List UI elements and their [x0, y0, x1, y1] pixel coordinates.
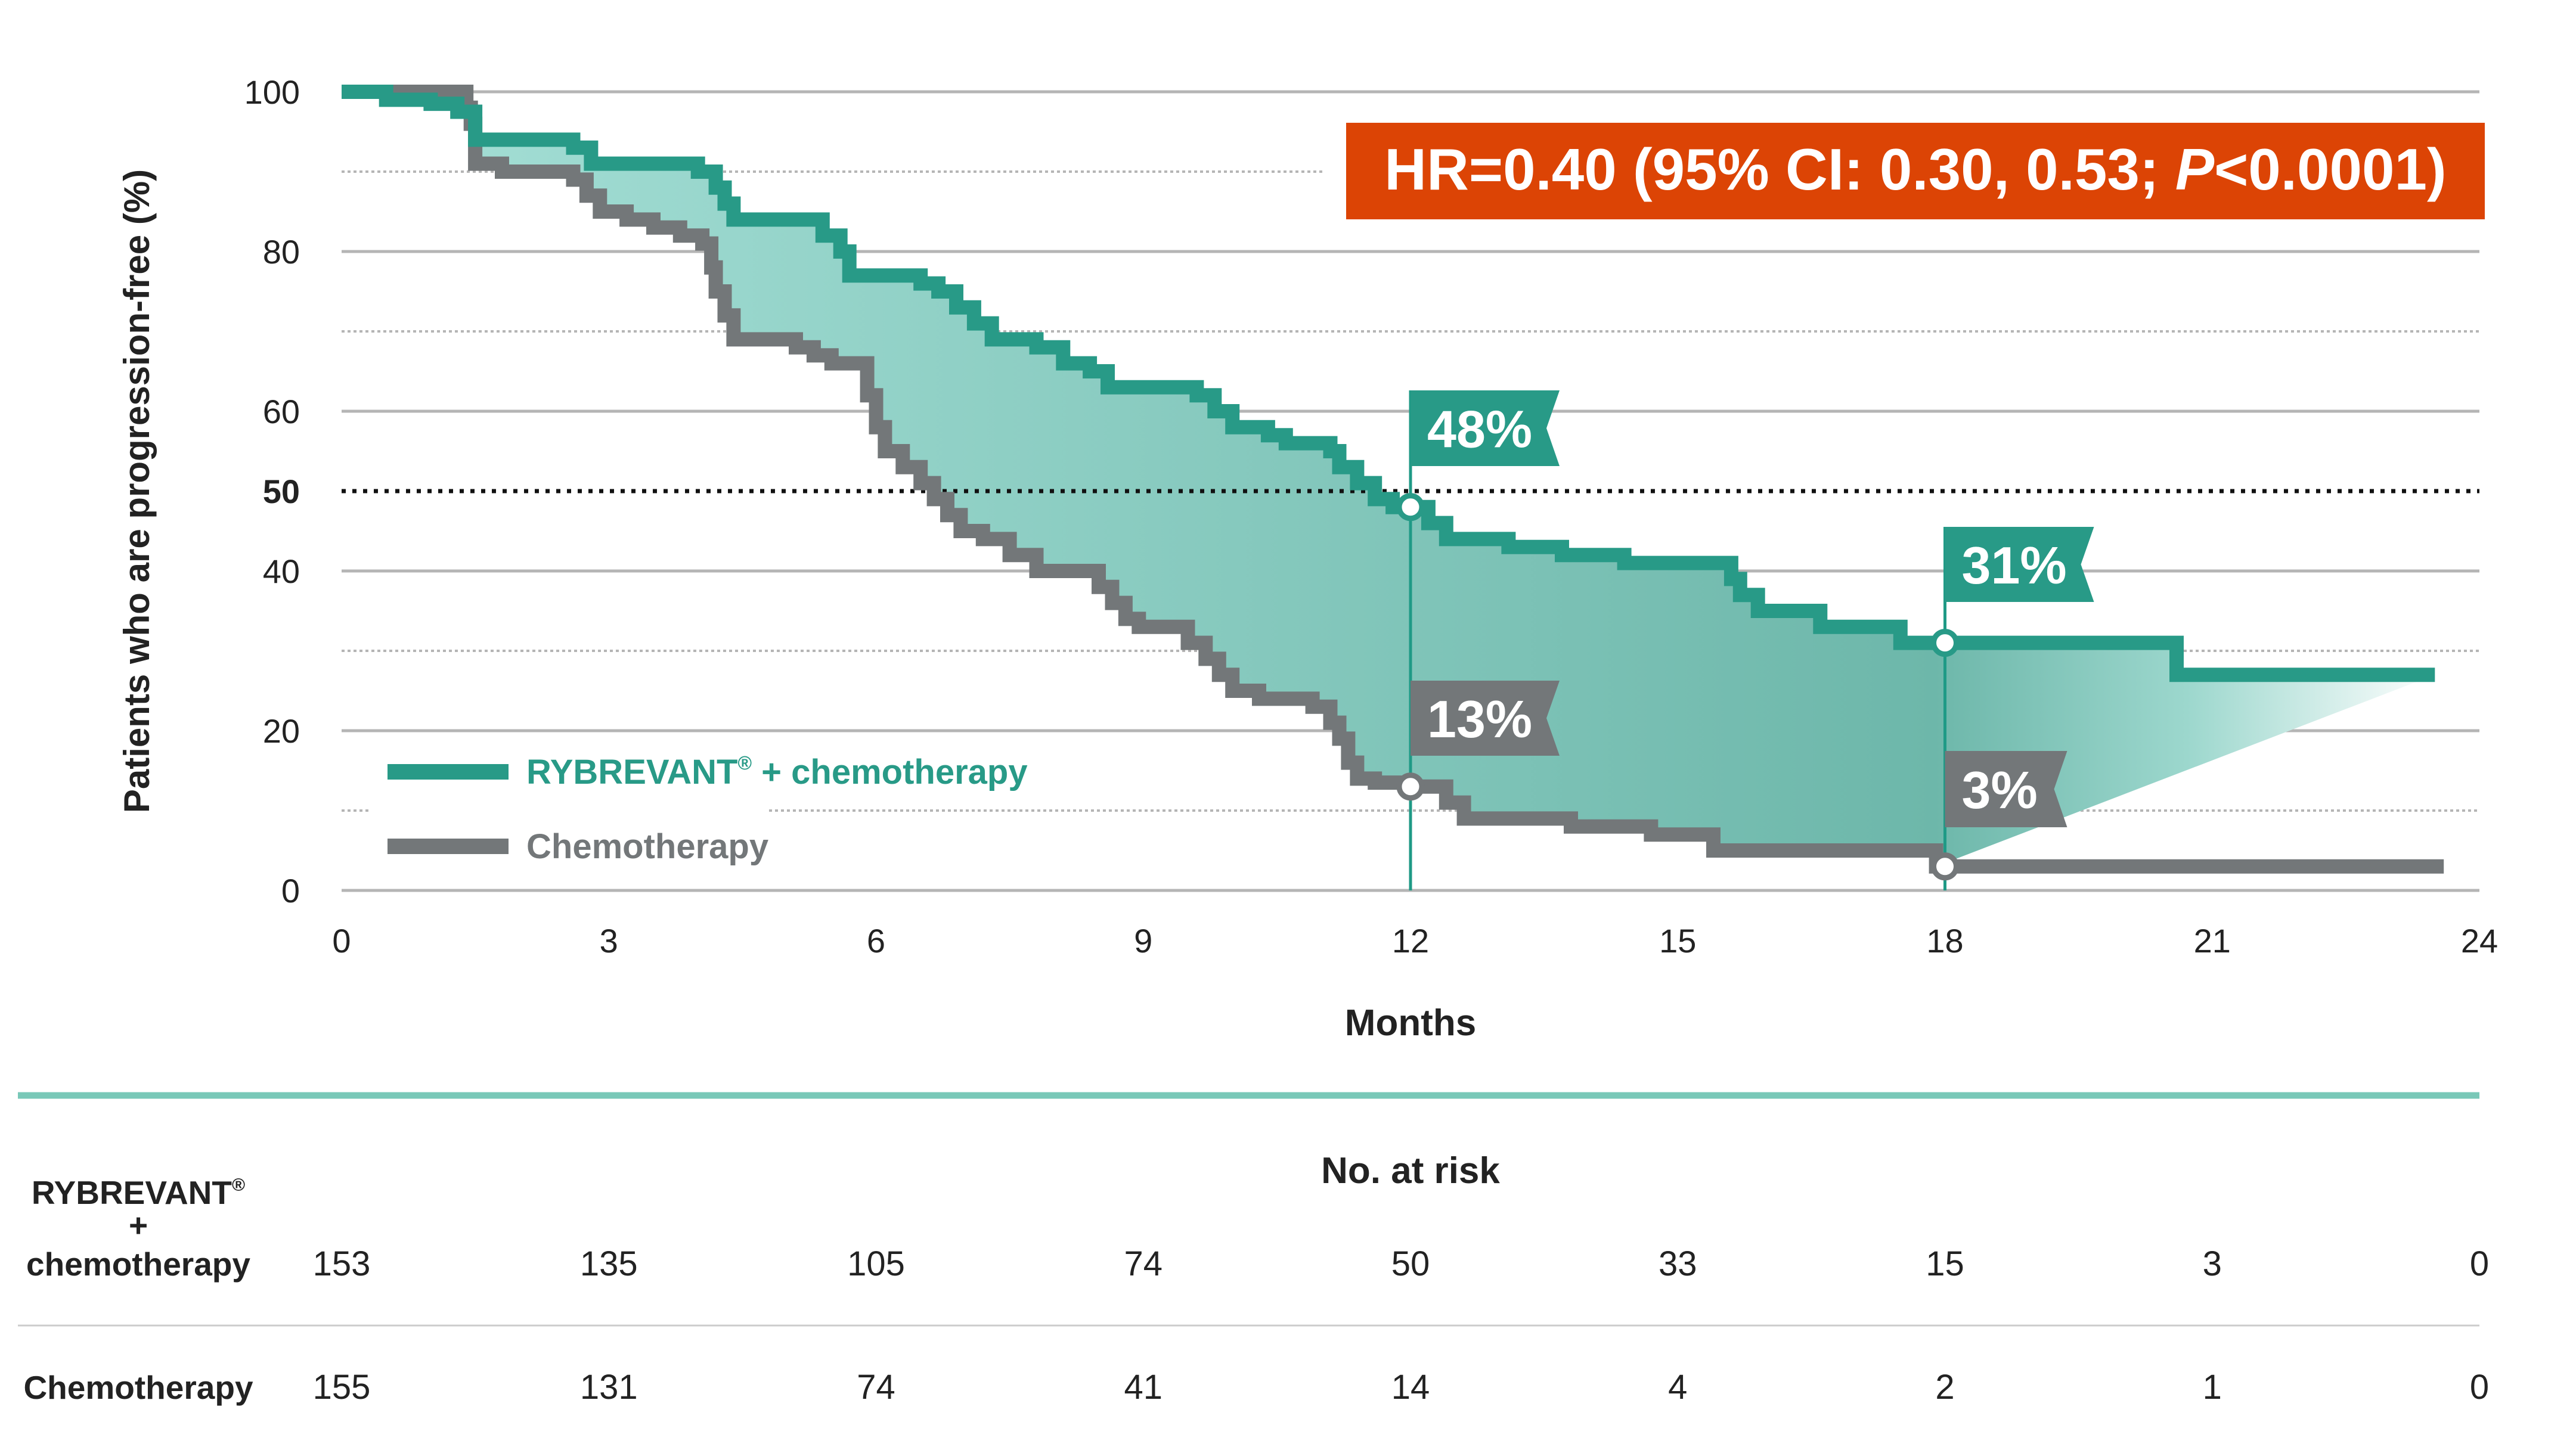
- row-label-chemo-line: chemotherapy: [26, 1246, 250, 1283]
- row-label-rybrevant: RYBREVANT®: [32, 1174, 245, 1211]
- y-tick-label: 100: [244, 73, 300, 111]
- callout-marker: [1396, 772, 1425, 801]
- at-risk-value: 50: [1391, 1244, 1430, 1283]
- row-label-chemotherapy: Chemotherapy: [23, 1369, 253, 1406]
- at-risk-value: 15: [1926, 1244, 1964, 1283]
- hr-text: HR=0.40 (95% CI: 0.30, 0.53; P<0.0001): [1384, 136, 2446, 202]
- x-tick-label: 15: [1659, 922, 1696, 960]
- y-tick-label: 20: [263, 712, 300, 750]
- x-tick-label: 3: [600, 922, 618, 960]
- callout-label: 31%: [1962, 536, 2067, 595]
- at-risk-value: 153: [313, 1244, 371, 1283]
- hr-box: [1346, 123, 2485, 219]
- series-line-chemotherapy: [342, 85, 2444, 874]
- at-risk-value: 1: [2203, 1368, 2222, 1407]
- x-tick-label: 9: [1134, 922, 1152, 960]
- y-tick-label: 60: [263, 393, 300, 430]
- x-tick-label: 0: [332, 922, 351, 960]
- at-risk-value: 14: [1391, 1368, 1430, 1407]
- y-tick-label: 0: [281, 872, 300, 909]
- callout-marker: [1396, 493, 1425, 522]
- at-risk-value: 74: [857, 1368, 895, 1407]
- at-risk-value: 4: [1668, 1368, 1687, 1407]
- callout-label: 48%: [1427, 400, 1532, 459]
- x-tick-label: 12: [1392, 922, 1429, 960]
- row-label-plus: +: [129, 1207, 148, 1244]
- at-risk-value: 135: [580, 1244, 638, 1283]
- callout-flag: [1411, 681, 1560, 756]
- at-risk-value: 0: [2470, 1244, 2489, 1283]
- callout-label: 3%: [1962, 760, 2038, 820]
- y-tick-label: 50: [263, 473, 300, 510]
- legend-label-chemotherapy: Chemotherapy: [526, 827, 768, 866]
- x-tick-label: 18: [1926, 922, 1963, 960]
- x-tick-label: 24: [2461, 922, 2498, 960]
- callout-marker: [1931, 852, 1959, 881]
- at-risk-value: 0: [2470, 1368, 2489, 1407]
- callout-flag: [1945, 527, 2094, 602]
- difference-band: [342, 92, 2435, 867]
- legend-label-rybrevant: RYBREVANT® + chemotherapy: [526, 752, 1028, 791]
- x-axis-title: Months: [1345, 1002, 1476, 1044]
- series-line-rybrevant: [342, 85, 2435, 682]
- at-risk-value: 74: [1124, 1244, 1163, 1283]
- y-tick-label: 80: [263, 233, 300, 271]
- y-tick-label: 40: [263, 552, 300, 590]
- callout-flag: [1945, 751, 2067, 827]
- y-axis-title: Patients who are progression-free (%): [117, 169, 157, 813]
- at-risk-value: 155: [313, 1368, 371, 1407]
- at-risk-value: 105: [847, 1244, 905, 1283]
- at-risk-value: 2: [1935, 1368, 1954, 1407]
- callout-marker: [1931, 629, 1959, 657]
- callout-flag: [1411, 390, 1560, 466]
- x-tick-label: 21: [2194, 922, 2231, 960]
- at-risk-value: 41: [1124, 1368, 1163, 1407]
- callout-label: 13%: [1427, 690, 1532, 749]
- x-tick-label: 6: [867, 922, 885, 960]
- at-risk-value: 131: [580, 1368, 638, 1407]
- at-risk-title: No. at risk: [1321, 1150, 1500, 1191]
- at-risk-value: 3: [2203, 1244, 2222, 1283]
- at-risk-value: 33: [1659, 1244, 1697, 1283]
